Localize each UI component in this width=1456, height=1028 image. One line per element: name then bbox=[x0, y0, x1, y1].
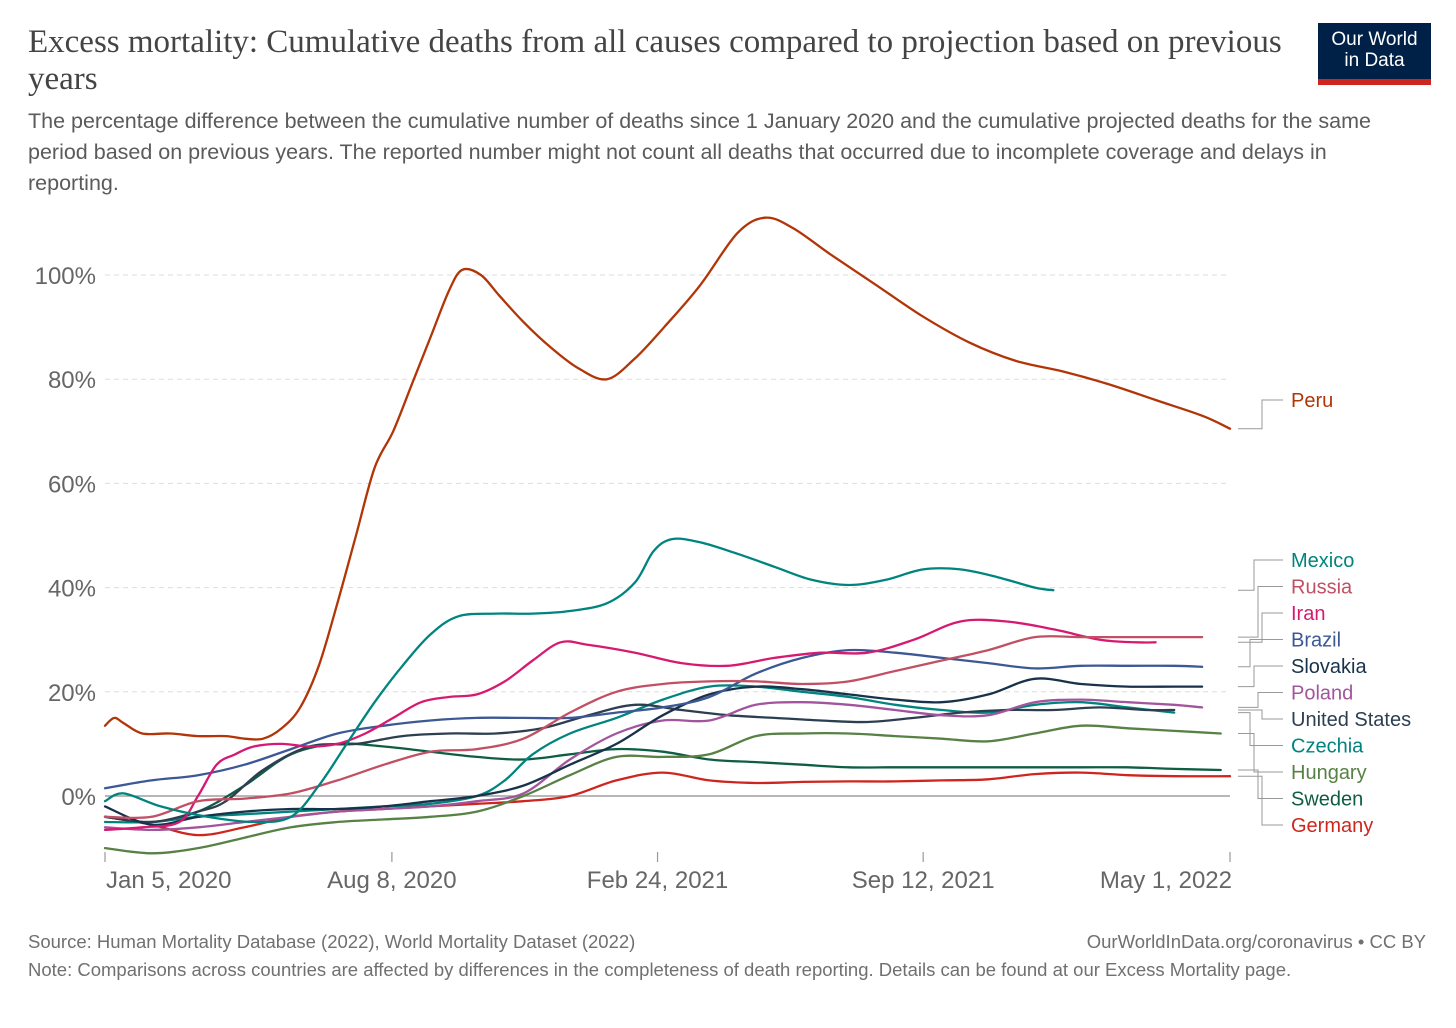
series-lines bbox=[103, 216, 1232, 855]
gridlines bbox=[105, 274, 1230, 797]
legend-label-slovakia[interactable]: Slovakia bbox=[1291, 656, 1367, 678]
legend-label-russia[interactable]: Russia bbox=[1291, 577, 1353, 599]
legend-label-czechia[interactable]: Czechia bbox=[1291, 736, 1364, 758]
legend-connector bbox=[1238, 399, 1283, 430]
series-line-peru[interactable] bbox=[103, 216, 1232, 741]
legend-label-germany[interactable]: Germany bbox=[1291, 815, 1373, 837]
legend-connector bbox=[1238, 733, 1283, 773]
legend-label-hungary[interactable]: Hungary bbox=[1291, 762, 1367, 784]
legend-connector bbox=[1238, 709, 1283, 720]
legend-label-mexico[interactable]: Mexico bbox=[1291, 550, 1354, 572]
legend-connector bbox=[1238, 692, 1283, 708]
logo-line-1: Our World bbox=[1331, 29, 1418, 50]
x-tick-label: Aug 8, 2020 bbox=[327, 867, 456, 894]
y-tick-label: 60% bbox=[48, 471, 96, 498]
legend-label-poland[interactable]: Poland bbox=[1291, 683, 1353, 705]
legend-connector bbox=[1238, 769, 1283, 799]
legend-label-brazil[interactable]: Brazil bbox=[1291, 630, 1341, 652]
footnote: Note: Comparisons across countries are a… bbox=[28, 959, 1292, 980]
legend-connector bbox=[1238, 559, 1283, 591]
x-tick-label: May 1, 2022 bbox=[1100, 867, 1232, 894]
series-line-germany[interactable] bbox=[103, 771, 1232, 837]
series-line-mexico[interactable] bbox=[103, 537, 1055, 824]
logo-line-2: in Data bbox=[1344, 50, 1405, 71]
legend-connector bbox=[1238, 665, 1283, 688]
y-tick-label: 20% bbox=[48, 680, 96, 707]
legend-label-peru[interactable]: Peru bbox=[1291, 390, 1333, 412]
x-tick-label: Feb 24, 2021 bbox=[587, 867, 728, 894]
series-line-iran[interactable] bbox=[103, 618, 1157, 832]
y-tick-label: 100% bbox=[35, 263, 96, 290]
source-note: Source: Human Mortality Database (2022),… bbox=[28, 931, 636, 952]
owid-logo[interactable]: Our World in Data bbox=[1318, 23, 1431, 85]
legend-connector bbox=[1238, 612, 1283, 643]
series-line-united-states[interactable] bbox=[103, 703, 1176, 824]
legend-label-iran[interactable]: Iran bbox=[1291, 603, 1325, 625]
legend-label-united-states[interactable]: United States bbox=[1291, 709, 1411, 731]
x-tick-label: Sep 12, 2021 bbox=[852, 867, 995, 894]
series-line-czechia[interactable] bbox=[103, 684, 1176, 824]
y-tick-label: 80% bbox=[48, 367, 96, 394]
source-link[interactable]: OurWorldInData.org/coronavirus • CC BY bbox=[1086, 931, 1426, 952]
legend-connector bbox=[1238, 586, 1283, 638]
legend-connector bbox=[1238, 712, 1283, 746]
y-tick-label: 0% bbox=[61, 784, 96, 811]
legend-connector bbox=[1238, 639, 1283, 668]
legend-connector bbox=[1238, 775, 1283, 826]
axes: 0% 20% 40% 60% 80% 100% Jan 5, 2020 Aug 8, 2020… bbox=[35, 263, 1232, 894]
legend-label-sweden[interactable]: Sweden bbox=[1291, 789, 1363, 811]
series-line-russia[interactable] bbox=[103, 634, 1204, 820]
legend: Peru Mexico Russia Iran Brazil Slovakia Poland… bbox=[1238, 390, 1411, 837]
series-line-slovakia[interactable] bbox=[103, 677, 1204, 827]
x-tick-label: Jan 5, 2020 bbox=[106, 867, 231, 894]
y-tick-label: 40% bbox=[48, 576, 96, 603]
chart-subtitle: The percentage difference between the cu… bbox=[28, 109, 1371, 195]
series-line-brazil[interactable] bbox=[103, 648, 1204, 790]
chart-title: Excess mortality: Cumulative deaths from… bbox=[28, 24, 1282, 97]
series-line-hungary[interactable] bbox=[103, 724, 1222, 855]
